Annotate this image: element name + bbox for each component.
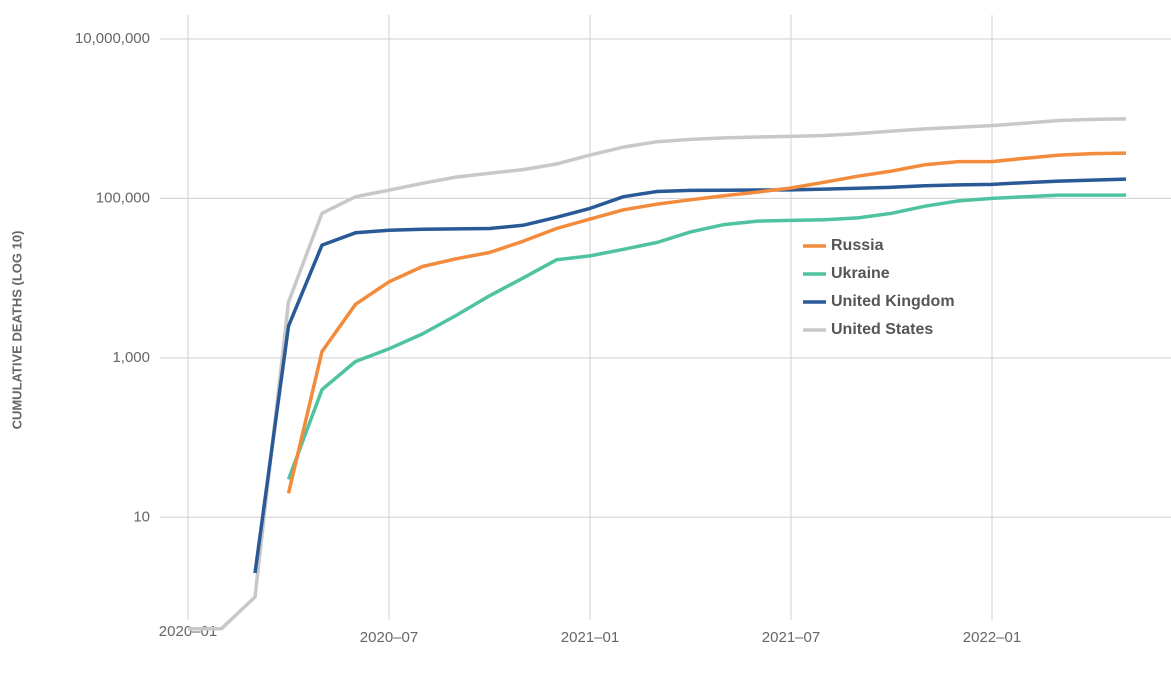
legend-label: Russia [831, 237, 884, 254]
x-tick-label: 2022–01 [963, 629, 1021, 646]
y-tick-label: 10,000,000 [75, 30, 150, 47]
y-tick-label: 100,000 [96, 189, 150, 206]
x-tick-label: 2021–01 [561, 629, 619, 646]
legend-label: United Kingdom [831, 293, 955, 310]
x-tick-label: 2021–07 [762, 629, 820, 646]
y-tick-label: 10 [133, 508, 150, 525]
legend-label: Ukraine [831, 265, 890, 282]
x-tick-label: 2020–01 [159, 623, 217, 640]
y-tick-label: 1,000 [112, 349, 150, 366]
series-line [253, 177, 1127, 574]
y-axis-label: CUMULATIVE DEATHS (LOG 10) [9, 231, 24, 430]
x-tick-label: 2020–07 [360, 629, 418, 646]
series-line [188, 117, 1127, 631]
series-line [286, 151, 1127, 494]
legend-label: United States [831, 321, 933, 338]
series-line [286, 193, 1126, 480]
